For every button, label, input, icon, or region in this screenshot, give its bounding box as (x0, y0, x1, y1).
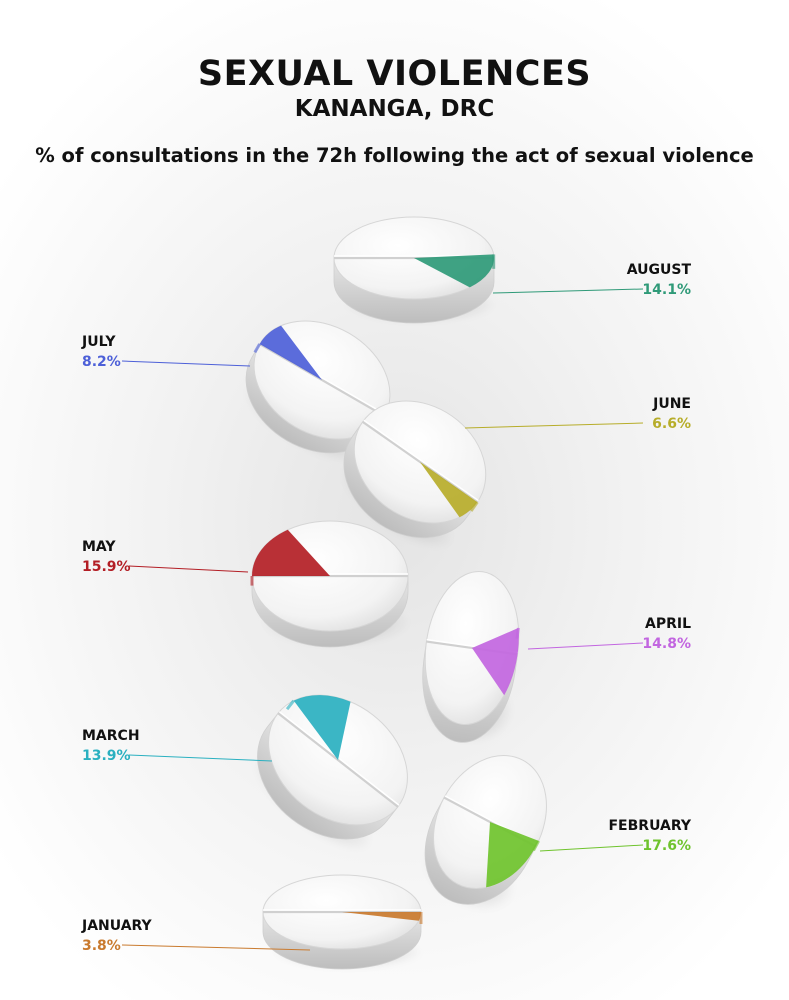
label-value-july: 8.2% (82, 354, 121, 370)
label-month-march: MARCH (82, 728, 140, 744)
pie-slice-edge-april (515, 627, 520, 639)
leader-line-august (492, 288, 644, 294)
pie-slice-april (472, 627, 519, 696)
leader-line-april (527, 642, 644, 650)
label-month-may: MAY (82, 539, 116, 555)
pie-slice-edge-march (285, 699, 295, 711)
label-month-july: JULY (81, 334, 116, 350)
pill-february (422, 755, 547, 911)
pie-slice-may (252, 529, 330, 576)
label-month-june: JUNE (652, 396, 691, 412)
pill-june (340, 400, 487, 549)
label-month-april: APRIL (645, 616, 691, 632)
chart-subtitle: KANANGA, DRC (294, 96, 495, 122)
pie-slice-edge-february (532, 840, 540, 852)
pie-slice-february (486, 822, 539, 888)
label-value-may: 15.9% (82, 559, 131, 575)
label-month-january: JANUARY (81, 918, 153, 934)
pill-score-highlight (278, 711, 400, 806)
pie-slice-january (342, 912, 421, 921)
leader-line-july (121, 360, 251, 367)
label-value-february: 17.6% (642, 838, 691, 854)
label-value-august: 14.1% (642, 282, 691, 298)
pill-july (243, 320, 391, 463)
leader-line-february (539, 844, 644, 852)
leader-line-march (128, 754, 273, 762)
pill-score-line (362, 420, 478, 504)
leader-line-january (121, 944, 311, 951)
chart-title: SEXUAL VIOLENCES (197, 54, 592, 94)
pill-march (253, 694, 408, 852)
pie-slice-june (420, 462, 478, 518)
pill-april (422, 570, 520, 744)
label-value-june: 6.6% (652, 416, 691, 432)
label-month-february: FEBRUARY (608, 818, 691, 834)
pie-slice-july (259, 325, 322, 380)
pie-slice-edge-july (253, 343, 261, 354)
leader-line-june (464, 422, 644, 429)
pill-january (262, 874, 424, 970)
label-value-april: 14.8% (642, 636, 691, 652)
pill-score-highlight (363, 419, 479, 502)
pie-slice-march (293, 695, 351, 760)
chart-description: % of consultations in the 72h following … (35, 144, 754, 167)
pie-slice-edge-june (469, 501, 479, 512)
label-value-march: 13.9% (82, 748, 131, 764)
leader-line-may (128, 565, 249, 573)
label-value-january: 3.8% (82, 938, 121, 954)
label-month-august: AUGUST (627, 262, 692, 278)
pie-slice-august (414, 254, 494, 288)
pill-august (333, 216, 496, 324)
pill-may (250, 520, 411, 648)
